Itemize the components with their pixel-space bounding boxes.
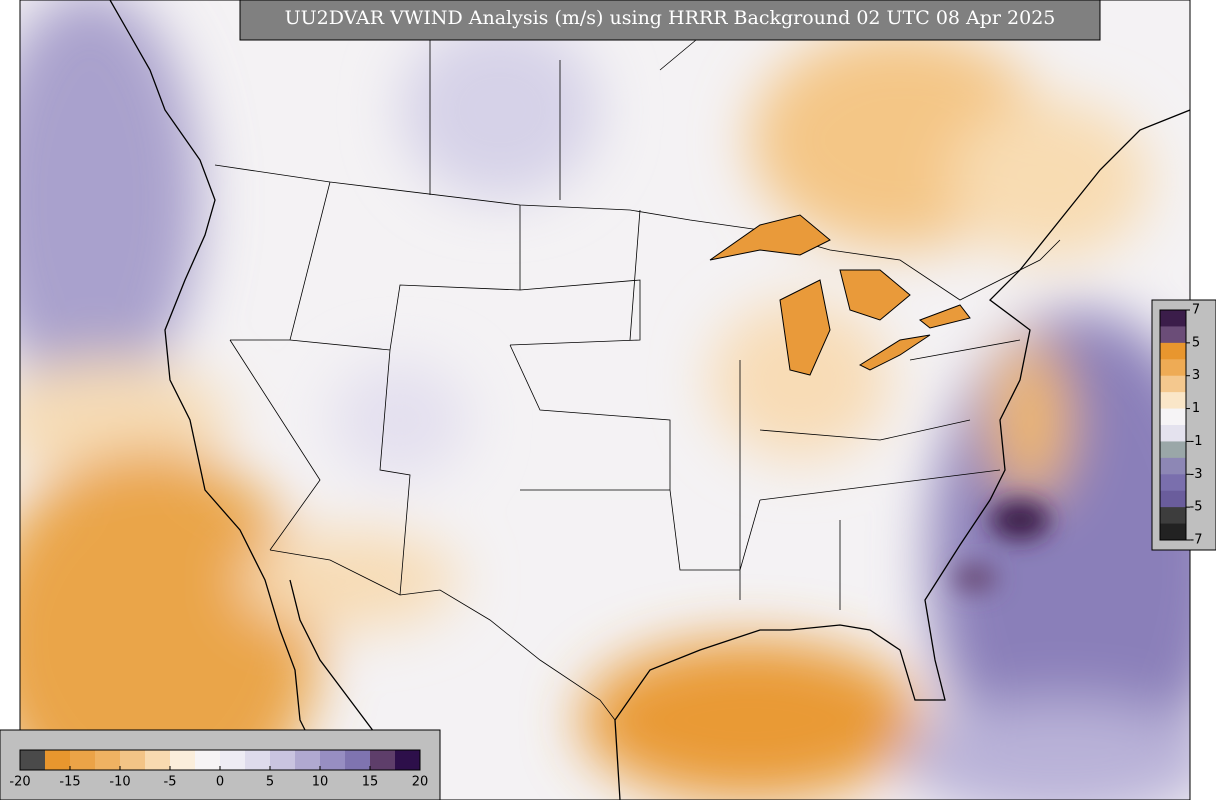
colorbar-segment xyxy=(70,750,96,770)
colorbar-tick-label: 1 xyxy=(1192,401,1200,416)
us-mexico-border xyxy=(269,549,616,721)
colorbar-segment xyxy=(1160,342,1186,360)
colorbar-tick-label: -15 xyxy=(59,775,80,790)
colorbar-tick-label: -5 xyxy=(164,775,177,790)
colorbar-tick-label: 3 xyxy=(1192,368,1200,383)
colorbar-segment xyxy=(245,750,271,770)
colorbar-segment xyxy=(1160,310,1186,327)
colorbar-segment xyxy=(370,750,396,770)
colorbar-segment xyxy=(145,750,171,770)
colorbar-segment xyxy=(1160,441,1186,459)
colorbar-segment xyxy=(1160,457,1186,475)
colorbar-tick-label: -1 xyxy=(1190,434,1203,449)
colorbar-segment xyxy=(1160,326,1186,344)
colorbar-segment xyxy=(1160,375,1186,393)
colorbar-segment xyxy=(95,750,121,770)
colorbar-tick-label: 5 xyxy=(1192,335,1200,350)
colorbar-segment xyxy=(20,750,46,770)
colorbar-segment xyxy=(1160,359,1186,377)
colorbar-segment xyxy=(170,750,196,770)
colorbar-tick-label: -7 xyxy=(1190,533,1203,548)
colorbar-segment xyxy=(1160,490,1186,508)
colorbar-segment xyxy=(1160,523,1186,541)
colorbar-segment xyxy=(1160,474,1186,492)
colorbar-segment xyxy=(1160,425,1186,442)
map-title: UU2DVAR VWIND Analysis (m/s) using HRRR … xyxy=(285,7,1056,29)
state-borders xyxy=(229,19,1021,610)
colorbar-tick-label: 0 xyxy=(216,775,224,790)
colorbar-segment xyxy=(270,750,296,770)
colorbar-tick-label: 10 xyxy=(312,775,329,790)
colorbar-tick-label: -5 xyxy=(1190,500,1203,515)
colorbar-segment xyxy=(195,750,221,770)
west-coastline xyxy=(109,0,341,800)
great-lakes xyxy=(709,214,971,376)
colorbar-tick-label: -10 xyxy=(109,775,130,790)
colorbar-tick-label: -20 xyxy=(9,775,30,790)
wind-maxima xyxy=(953,500,1050,592)
colorbar-segment xyxy=(220,750,246,770)
colorbar-segment xyxy=(345,750,371,770)
colorbar-segment xyxy=(1160,392,1186,410)
colorbar-segment xyxy=(120,750,146,770)
colorbars: -20 -15 -10 -5 0 5 10 15 20 7 5 3 1 -1 -3 -5 -7 xyxy=(9,303,1202,790)
colorbar-tick-label: -3 xyxy=(1190,467,1203,482)
colorbar-segment xyxy=(295,750,321,770)
title-box xyxy=(239,0,1101,41)
colorbar-tick-label: 5 xyxy=(266,775,274,790)
colorbar-segment xyxy=(1160,408,1186,426)
colorbar-segment xyxy=(395,750,421,770)
colorbar-segment xyxy=(320,750,346,770)
colorbar-tick-label: 15 xyxy=(362,775,379,790)
colorbar-segment xyxy=(45,750,71,770)
colorbar-outline xyxy=(1159,309,1187,541)
colorbar-tick-label: 7 xyxy=(1192,303,1200,318)
colorbar-segment xyxy=(1160,507,1186,525)
colorbar-tick-label: 20 xyxy=(412,775,429,790)
